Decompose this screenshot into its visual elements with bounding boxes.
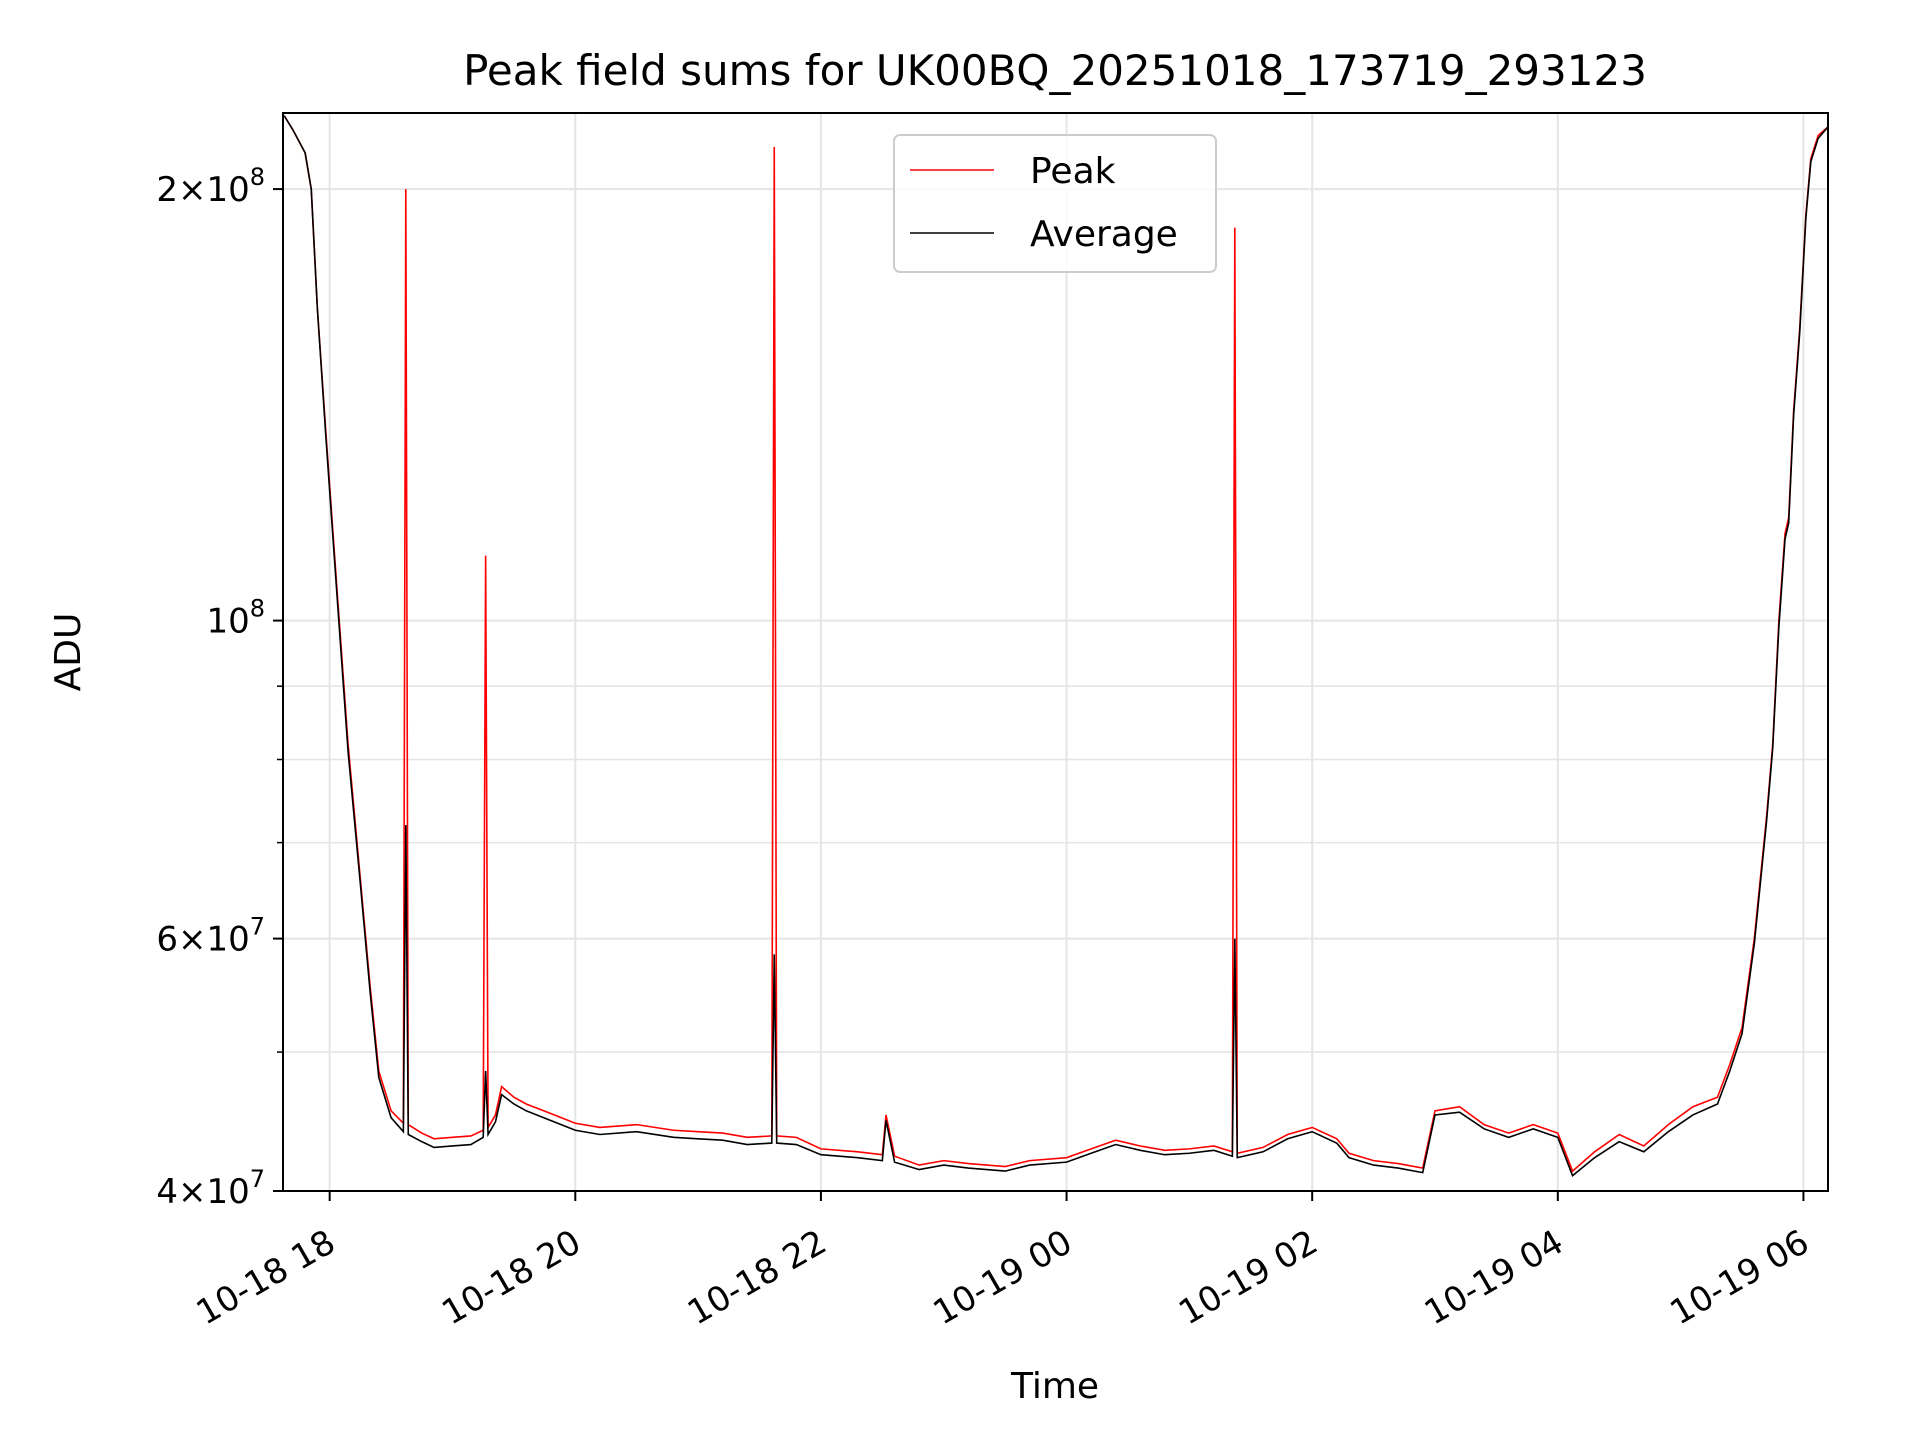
x-tick-label: 10-18 22	[681, 1222, 833, 1333]
x-tick-label: 10-18 20	[435, 1222, 587, 1333]
y-tick-label: 108	[206, 595, 265, 642]
legend-label-peak: Peak	[1030, 151, 1116, 192]
x-tick-label: 10-19 06	[1664, 1222, 1816, 1333]
x-axis-label: Time	[1010, 1366, 1099, 1407]
legend-label-average: Average	[1030, 214, 1178, 255]
x-tick-label: 10-18 18	[190, 1222, 342, 1333]
series-line-peak	[283, 115, 1828, 1173]
chart-title: Peak field sums for UK00BQ_20251018_1737…	[463, 46, 1647, 95]
plot-frame	[282, 112, 1829, 1192]
y-tick-label: 6×107	[156, 913, 265, 960]
y-axis-label: ADU	[48, 613, 89, 692]
grid	[283, 113, 1828, 1192]
y-tick-label: 4×107	[156, 1165, 265, 1212]
y-axis: 4×107 6×107 108 2×108	[156, 163, 283, 1212]
y-tick-label: 2×108	[156, 163, 265, 210]
plot-area	[283, 115, 1828, 1177]
x-tick-label: 10-19 04	[1418, 1222, 1570, 1333]
series-line-average	[283, 115, 1828, 1177]
x-tick-label: 10-19 00	[927, 1222, 1079, 1333]
legend: Peak Average	[893, 134, 1217, 273]
x-axis: 10-18 18 10-18 20 10-18 22 10-19 00 10-19 02…	[190, 1191, 1816, 1333]
x-tick-label: 10-19 02	[1172, 1222, 1324, 1333]
